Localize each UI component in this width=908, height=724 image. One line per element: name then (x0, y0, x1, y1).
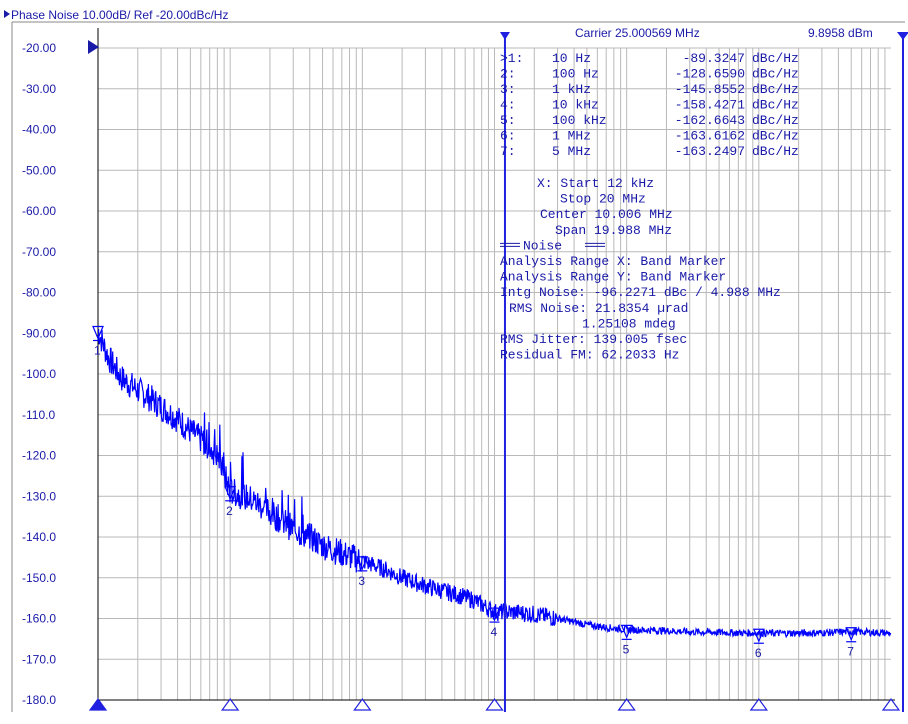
marker-label: 1 (94, 343, 101, 357)
marker-table-unit: dBc/Hz (752, 82, 799, 97)
marker-label: 7 (847, 645, 854, 659)
y-tick-label: -150.0 (22, 571, 56, 585)
decade-marker-icon (220, 697, 240, 711)
marker-table-freq: 5 MHz (552, 144, 591, 159)
reference-level-arrow-icon[interactable] (88, 40, 99, 54)
marker-triangle-icon (92, 325, 104, 341)
marker-table-freq: 100 Hz (552, 67, 599, 82)
bottom-axis-markers (88, 697, 901, 711)
decade-marker-icon (88, 697, 108, 711)
y-tick-label: -180.0 (22, 693, 56, 707)
y-tick-label: -50.00 (22, 163, 56, 177)
marker-table-id: 4: (500, 98, 516, 113)
decade-marker-icon (749, 697, 769, 711)
marker-table-unit: dBc/Hz (752, 51, 799, 66)
marker-table-freq: 10 kHz (552, 98, 599, 113)
y-tick-label: -70.00 (22, 245, 56, 259)
y-tick-label: -120.0 (22, 449, 56, 463)
marker-table-id: 5: (500, 113, 516, 128)
band-start-handle-icon (499, 32, 510, 40)
y-tick-label: -30.00 (22, 82, 56, 96)
marker-label: 6 (755, 646, 762, 660)
info-line: Center 10.006 MHz (540, 207, 673, 222)
marker-table-value: -158.4271 (675, 98, 745, 113)
marker-table-id: 6: (500, 129, 516, 144)
info-line: Residual FM: 62.2033 Hz (500, 348, 679, 363)
marker-table-id: 3: (500, 82, 516, 97)
trace-layer (97, 328, 892, 639)
marker-table-value: -163.6162 (675, 129, 745, 144)
carrier-frequency: Carrier 25.000569 MHz (575, 26, 700, 40)
marker-table-value: -128.6590 (675, 67, 745, 82)
info-line: RMS Noise: 21.8354 µrad (509, 301, 688, 316)
marker-label: 5 (623, 642, 630, 656)
info-line: X: Start 12 kHz (537, 176, 654, 191)
y-tick-labels: -20.00 -30.00 -40.00 -50.00 -60.00 -70.00 -80.… (22, 41, 56, 707)
decade-marker-icon (485, 697, 504, 711)
marker-triangle-icon (356, 556, 369, 571)
marker-label: 4 (491, 625, 498, 639)
info-line: Intg Noise: -96.2271 dBc / 4.988 MHz (500, 285, 781, 300)
marker-label: 2 (226, 504, 233, 518)
info-line: Noise (523, 238, 562, 253)
marker-table-id: >1: (500, 51, 523, 66)
y-tick-label: -90.00 (22, 326, 56, 340)
marker-table: >1: 10 Hz -89.3247 dBc/Hz 2: 100 Hz -128.6590 d… (500, 51, 799, 159)
marker-triangle-icon (845, 627, 858, 642)
band-stop-handle-icon (897, 32, 908, 40)
marker-triangle-icon (752, 628, 765, 643)
info-line: Analysis Range X: Band Marker (500, 254, 726, 269)
marker-table-value: -89.3247 (683, 51, 745, 66)
y-tick-label: -80.00 (22, 286, 56, 300)
marker-table-freq: 1 MHz (552, 129, 591, 144)
marker-table-unit: dBc/Hz (752, 113, 799, 128)
info-line: 1.25108 mdeg (582, 316, 676, 331)
info-line: RMS Jitter: 139.005 fsec (500, 332, 687, 347)
decade-marker-icon (353, 697, 372, 711)
phase-noise-trace (97, 328, 892, 639)
y-tick-label: -130.0 (22, 489, 56, 503)
y-tick-label: -170.0 (22, 652, 56, 666)
info-line: Span 19.988 MHz (555, 223, 672, 238)
marker-table-unit: dBc/Hz (752, 67, 799, 82)
marker-table-value: -163.2497 (675, 144, 745, 159)
info-line: Stop 20 MHz (560, 192, 646, 207)
marker-table-id: 2: (500, 67, 516, 82)
marker-triangle-icon (224, 486, 237, 501)
decade-marker-icon (881, 697, 901, 711)
marker-table-freq: 10 Hz (552, 51, 591, 66)
decade-marker-icon (617, 697, 636, 711)
chart-title: Phase Noise 10.00dB/ Ref -20.00dBc/Hz (11, 8, 228, 22)
marker-label: 3 (358, 574, 365, 588)
marker-table-value: -145.8552 (675, 82, 745, 97)
y-tick-label: -160.0 (22, 612, 56, 626)
y-tick-label: -40.00 (22, 123, 56, 137)
marker-table-unit: dBc/Hz (752, 144, 799, 159)
marker-table-freq: 1 kHz (552, 82, 591, 97)
y-tick-label: -20.00 (22, 41, 56, 55)
info-line: Analysis Range Y: Band Marker (500, 270, 726, 285)
y-tick-label: -60.00 (22, 204, 56, 218)
marker-triangle-icon (488, 607, 501, 622)
marker-layer: 1 2 3 4 5 6 7 (92, 325, 858, 660)
marker-table-freq: 100 kHz (552, 113, 607, 128)
marker-table-unit: dBc/Hz (752, 129, 799, 144)
band-marker-lines (499, 32, 908, 712)
y-tick-label: -110.0 (22, 408, 55, 422)
title-arrow-icon (4, 10, 10, 18)
marker-table-id: 7: (500, 144, 516, 159)
y-tick-label: -100.0 (22, 367, 56, 381)
y-tick-label: -140.0 (22, 530, 56, 544)
carrier-power: 9.8958 dBm (808, 26, 873, 40)
marker-table-unit: dBc/Hz (752, 98, 799, 113)
marker-triangle-icon (620, 624, 633, 639)
marker-table-value: -162.6643 (675, 113, 745, 128)
